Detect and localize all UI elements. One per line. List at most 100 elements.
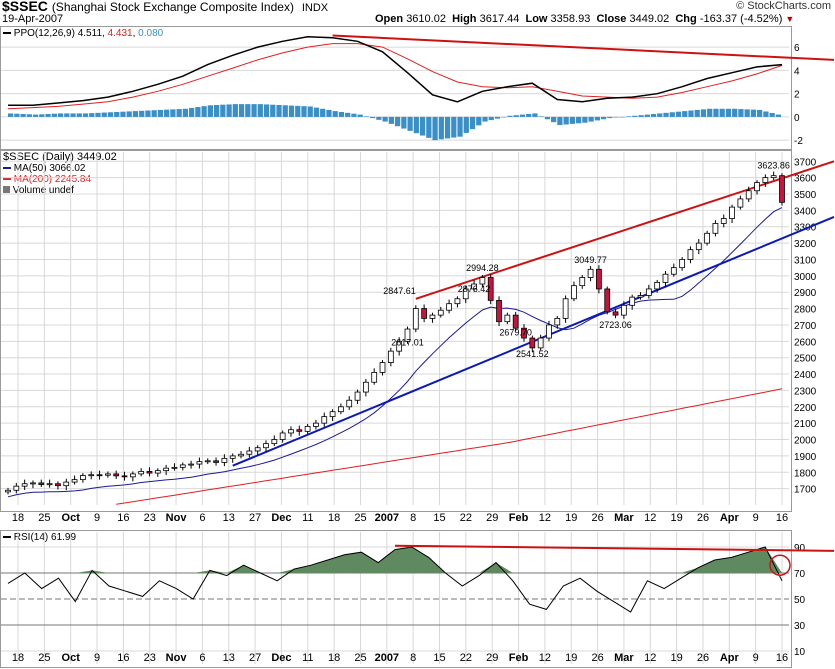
ppo-histogram-bar — [57, 113, 64, 117]
ppo-histogram-bar — [613, 116, 619, 118]
candle-body — [720, 218, 727, 224]
candle-body — [670, 267, 677, 275]
low-value: 3358.93 — [550, 13, 591, 25]
price-annotation: 3049.77 — [574, 255, 607, 265]
price-annotation: 2847.61 — [383, 286, 416, 296]
candle-body — [712, 223, 719, 234]
candle-body — [179, 464, 186, 468]
rsi-date-tick-label: 18 — [12, 652, 24, 664]
ppo-histogram-bar — [707, 108, 713, 117]
ppo-histogram-bar — [494, 116, 501, 119]
date-tick-label: 12 — [539, 512, 551, 524]
ppo-histogram-bar — [769, 113, 775, 117]
ppo-histogram-bar — [663, 112, 669, 117]
price-tick-label: 3600 — [794, 174, 817, 185]
brand-link[interactable]: © StockCharts.com — [736, 0, 831, 12]
date-tick-label: 26 — [697, 512, 709, 524]
candle-body — [379, 362, 386, 373]
candle-body — [396, 340, 403, 352]
date-tick-label: Nov — [166, 512, 188, 524]
candle-body — [737, 198, 744, 208]
rsi-date-tick-label: 27 — [249, 652, 261, 664]
ppo-histogram-bar — [644, 114, 650, 117]
candle-body — [271, 439, 278, 445]
ppo-histogram-bar — [338, 111, 345, 117]
date-tick-label: Feb — [509, 512, 529, 524]
price-tick-label: 2900 — [794, 288, 817, 299]
rsi-date-tick-label: 16 — [776, 652, 788, 664]
candle-body — [338, 406, 344, 413]
volume-legend: Volume undef — [3, 185, 117, 196]
ppo-histogram-bar — [176, 109, 182, 117]
price-tick-label: 2500 — [794, 354, 817, 365]
candle-body — [654, 281, 661, 290]
chart-header: $SSEC (Shanghai Stock Exchange Composite… — [0, 0, 835, 26]
ppo-histogram-bar — [538, 116, 544, 117]
candle-body — [354, 391, 361, 401]
rsi-date-tick-label: 25 — [38, 652, 50, 664]
candle-body — [587, 268, 594, 278]
candle-body — [546, 324, 552, 339]
ppo-histogram-bar — [482, 116, 488, 122]
ppo-histogram-bar — [139, 110, 145, 117]
ppo-histogram-bar — [632, 115, 638, 117]
ppo-histogram-bar — [120, 111, 126, 117]
open-label: Open — [375, 13, 404, 25]
ppo-histogram-bar — [463, 116, 469, 133]
candle-body — [371, 372, 378, 383]
price-annotation: 2679.70 — [499, 328, 532, 338]
candle-body — [462, 288, 469, 300]
candle-body — [687, 249, 694, 260]
date-tick-label: 25 — [38, 512, 50, 524]
price-tick-label: 3700 — [794, 157, 817, 168]
rsi-date-tick-label: 6 — [199, 652, 205, 664]
candle-body — [213, 460, 219, 463]
ppo-line — [8, 35, 783, 107]
ppo-histogram-bar — [189, 107, 195, 117]
symbol: $SSEC — [2, 0, 48, 14]
candle-body — [329, 411, 336, 418]
down-arrow-icon: ▼ — [785, 14, 795, 24]
candle-body — [637, 295, 644, 298]
ppo-histogram-bar — [76, 113, 82, 117]
date-tick-label: 19 — [670, 512, 682, 524]
ppo-tick-label: 2 — [794, 90, 800, 101]
ppo-histogram-bar — [226, 104, 232, 117]
date-tick-label: 26 — [591, 512, 603, 524]
ppo-histogram-bar — [775, 114, 781, 117]
candle-body — [704, 232, 710, 244]
ppo-histogram-bar — [282, 105, 288, 117]
date-tick-label: 23 — [144, 512, 156, 524]
candle-body — [421, 308, 427, 319]
ppo-histogram-bar — [288, 105, 295, 117]
rsi-tick-label: 10 — [794, 647, 806, 658]
ppo-histogram-bar — [164, 109, 170, 117]
ppo-histogram-bar — [332, 111, 338, 117]
candle-body — [55, 483, 61, 487]
ppo-histogram-bar — [757, 109, 763, 117]
candle-body — [221, 457, 228, 463]
candle-body — [729, 206, 735, 219]
ppo-histogram-bar — [32, 114, 39, 117]
candle-body — [429, 314, 436, 319]
ppo-histogram-bar — [576, 116, 582, 124]
ppo-signal-line — [7, 43, 783, 110]
candle-body — [30, 482, 36, 485]
date-tick-label: Oct — [62, 512, 81, 524]
price-tick-label: 2800 — [794, 305, 817, 316]
ppo-trendline — [332, 34, 835, 61]
ppo-histogram-bar — [388, 116, 394, 124]
candle-body — [770, 175, 777, 179]
ppo-histogram-bar — [357, 114, 363, 117]
ppo-legend-swatch — [3, 32, 11, 35]
ppo-histogram-bar — [182, 108, 189, 117]
ppo-histogram-bar — [476, 116, 482, 126]
candle-body — [105, 473, 111, 476]
ppo-histogram-bar — [238, 104, 245, 117]
candle-body — [437, 309, 444, 316]
ppo-histogram-bar — [763, 111, 769, 117]
price-legend-title: $SSEC (Daily) 3449.02 — [3, 151, 117, 163]
rsi-date-tick-label: 9 — [94, 652, 100, 664]
chart-date: 19-Apr-2007 — [2, 13, 64, 25]
ppo-hist-value: 0.080 — [138, 28, 164, 39]
